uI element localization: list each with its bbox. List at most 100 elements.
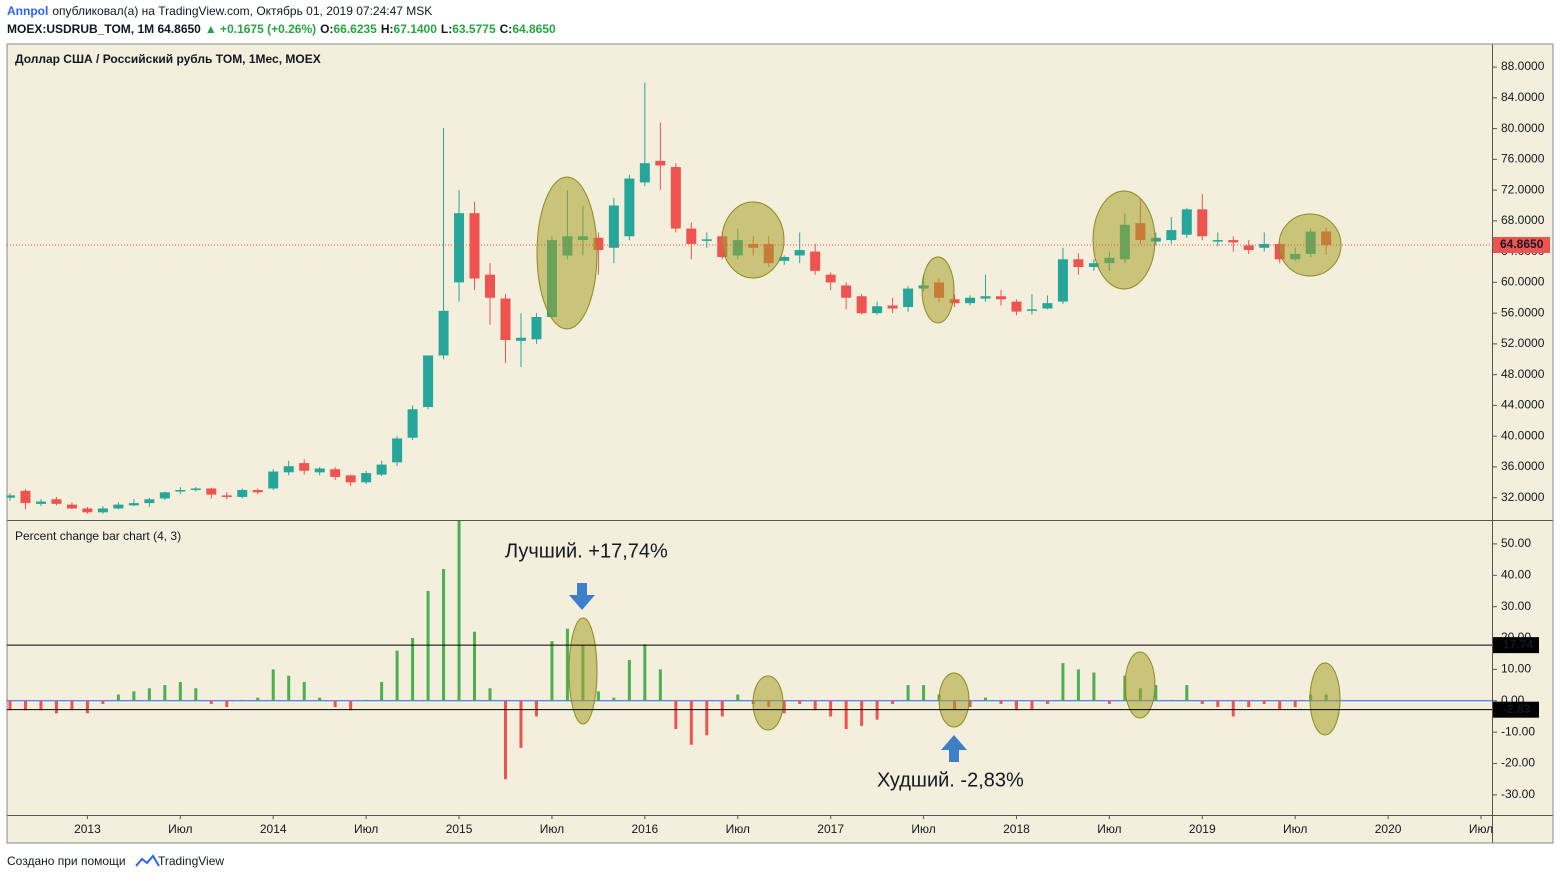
pane-title: Доллар США / Российский рубль TOM, 1Мес,…: [15, 52, 321, 66]
price-pane: [7, 44, 1492, 520]
ohlc-value: 66.6235: [333, 22, 377, 36]
candle-body: [35, 501, 46, 504]
bar: [302, 681, 306, 701]
x-tick-label: Июл: [168, 822, 192, 836]
bar: [1293, 700, 1297, 708]
candle-body: [701, 239, 712, 241]
candle-body: [330, 469, 341, 477]
candle-body: [500, 298, 511, 341]
y-tick-label: 48.0000: [1501, 367, 1545, 381]
candle-body: [1259, 243, 1270, 248]
bar: [891, 700, 895, 704]
highlight: [568, 617, 598, 725]
bar: [209, 700, 213, 704]
ohlc-value: 64.8650: [512, 22, 556, 36]
bar: [1092, 672, 1096, 701]
bar: [782, 700, 786, 714]
bar: [101, 700, 105, 704]
y-tick-label: 40.0000: [1501, 428, 1545, 442]
bar: [194, 688, 198, 701]
arrow-down: [569, 583, 595, 610]
published: опубликовал(а) на TradingView.com, Октяб…: [52, 4, 432, 18]
bar: [1185, 685, 1189, 701]
candle-body: [856, 296, 867, 314]
footer-text: Создано при помощи: [7, 854, 126, 868]
bar: [1107, 700, 1111, 704]
candle-body: [485, 274, 496, 298]
x-tick-label: Июл: [1469, 822, 1493, 836]
x-tick-label: Июл: [911, 822, 935, 836]
bar: [565, 628, 569, 701]
y-tick-label: 84.0000: [1501, 90, 1545, 104]
candle-body: [206, 488, 217, 495]
level-label-bg: [1493, 637, 1539, 654]
bar: [829, 700, 833, 717]
highlight: [921, 256, 955, 324]
candle-body: [1026, 309, 1037, 311]
candle-body: [655, 160, 666, 166]
x-tick-label: Июл: [1283, 822, 1307, 836]
bar: [225, 700, 229, 708]
candle-body: [608, 205, 619, 248]
y-tick-label: -30.00: [1501, 787, 1535, 801]
ohlc-value: 63.5775: [452, 22, 496, 36]
candle-body: [1150, 237, 1161, 242]
candle-body: [686, 228, 697, 244]
candle-body: [299, 463, 310, 471]
y-tick-label: 10.00: [1501, 662, 1531, 676]
annotation: Лучший. +17,74%: [505, 540, 668, 562]
bar: [705, 700, 709, 736]
bar: [689, 700, 693, 745]
bar: [473, 631, 477, 701]
candle-body: [7, 495, 15, 498]
ohlc-label: C:: [500, 22, 513, 36]
last-price-bg: [1493, 236, 1550, 253]
bar: [1200, 700, 1204, 704]
candle-body: [82, 508, 93, 513]
candle-body: [841, 285, 852, 298]
bar: [178, 681, 182, 701]
bar: [984, 697, 988, 701]
candle-body: [237, 490, 248, 497]
candle-body: [97, 508, 108, 513]
bar: [1154, 685, 1158, 701]
bar: [147, 688, 151, 701]
candle-body: [949, 299, 960, 304]
author[interactable]: Annpol: [7, 4, 48, 18]
ohlc-label: O:: [320, 22, 333, 36]
bar: [457, 521, 461, 701]
highlight: [1309, 662, 1341, 736]
candle-body: [639, 163, 650, 183]
bar: [1262, 700, 1266, 704]
ohlc-label: H:: [381, 22, 394, 36]
candle-body: [20, 490, 31, 504]
y-tick-label: 52.0000: [1501, 336, 1545, 350]
pane-title: Percent change bar chart (4, 3): [15, 529, 181, 543]
y-tick-label: 76.0000: [1501, 152, 1545, 166]
y-tick-label: 50.00: [1501, 536, 1531, 550]
candle-body: [376, 464, 387, 475]
candle-body: [825, 274, 836, 283]
logo: [135, 854, 160, 867]
bar: [271, 669, 275, 701]
bar: [240, 699, 244, 701]
bar: [550, 641, 554, 701]
candle-body: [159, 492, 170, 499]
bar: [256, 697, 260, 701]
candle-body: [1212, 240, 1223, 242]
last-price-label: 64.8650: [1500, 237, 1544, 251]
bar: [349, 700, 353, 711]
y-tick-label: -20.00: [1501, 756, 1535, 770]
candle-body: [1228, 240, 1239, 243]
y-tick-label: 60.0000: [1501, 275, 1545, 289]
highlight: [752, 675, 784, 731]
ohlc-value: 67.1400: [394, 22, 438, 36]
y-tick-label: 68.0000: [1501, 213, 1545, 227]
candle-body: [392, 438, 403, 463]
change: ▲ +0.1675 (+0.26%): [205, 22, 316, 36]
candle-body: [438, 310, 449, 356]
footer-brand[interactable]: TradingView: [158, 854, 224, 868]
bar: [1216, 700, 1220, 708]
candle-body: [1011, 301, 1022, 312]
